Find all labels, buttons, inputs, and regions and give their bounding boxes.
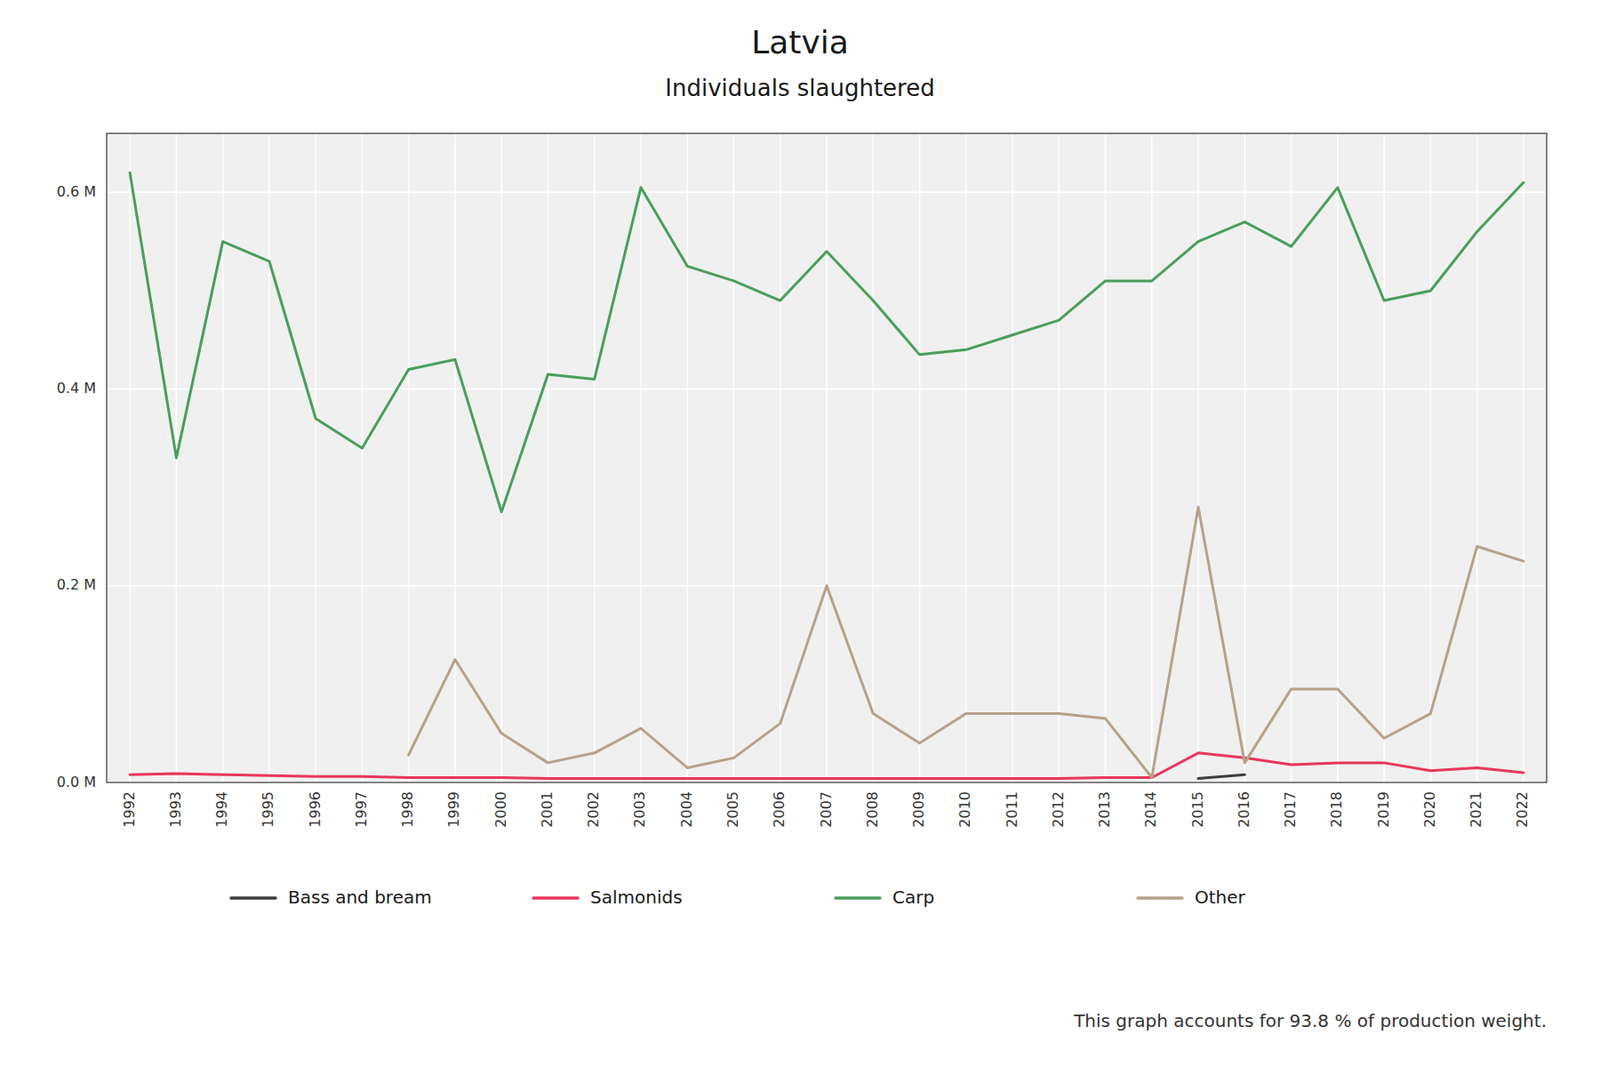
x-tick-label: 2019 xyxy=(1375,791,1392,828)
x-tick-label: 2012 xyxy=(1049,791,1067,828)
grid-line-x xyxy=(500,133,503,783)
x-tick-label: 2003 xyxy=(631,791,648,828)
background xyxy=(0,0,1600,1067)
x-tick-label: 1994 xyxy=(213,791,231,828)
grid-line-x xyxy=(1383,133,1385,783)
grid-line-x xyxy=(1058,133,1061,783)
grid-line-x xyxy=(268,133,271,783)
grid-line-x xyxy=(314,133,317,783)
grid-line-x xyxy=(593,133,596,783)
x-tick-label: 2020 xyxy=(1421,791,1439,828)
grid-line-x xyxy=(686,133,688,783)
x-tick-label: 2004 xyxy=(678,791,696,828)
grid-line-x xyxy=(408,133,410,783)
series-line xyxy=(129,172,1524,512)
title: Latvia xyxy=(751,24,849,61)
plot-frame xyxy=(106,133,1547,783)
x-tick-label: 1998 xyxy=(399,791,416,828)
legend-label: Bass and bream xyxy=(288,886,432,908)
x-tick-label: 2010 xyxy=(956,791,974,828)
x-tick-label: 2001 xyxy=(538,791,556,828)
y-tick-label: 0.0 M xyxy=(56,773,96,791)
x-tick-label: 2014 xyxy=(1142,791,1160,828)
series-line xyxy=(408,506,1524,777)
x-tick-label: 2000 xyxy=(492,791,510,828)
grid-line-x xyxy=(640,133,642,783)
footer: This graph accounts for 93.8 % of produc… xyxy=(1072,1009,1547,1032)
grid-line-x xyxy=(872,133,875,783)
grid-line-x xyxy=(1011,133,1014,783)
legend: Bass and bream Salmonids Carp Other xyxy=(231,886,1247,908)
x-tick-label: 2002 xyxy=(584,791,602,828)
grid-line-x xyxy=(1336,133,1339,783)
x-tick-label: 2015 xyxy=(1189,791,1207,828)
grid-line-x xyxy=(733,133,736,783)
x-tick-label: 2016 xyxy=(1235,791,1253,828)
y-tick-label: 0.6 M xyxy=(56,183,96,200)
legend-swatch xyxy=(835,896,880,900)
x-tick-label: 1997 xyxy=(352,791,370,828)
plot-area xyxy=(106,133,1547,783)
grid-line-x xyxy=(919,133,921,783)
grid-line-x xyxy=(1151,133,1153,783)
grid-line-x xyxy=(222,133,224,783)
x-tick-label: 2011 xyxy=(1003,791,1021,828)
grid-line-x xyxy=(1522,133,1525,783)
grid xyxy=(106,133,1547,783)
series-line xyxy=(129,752,1524,779)
ticks: 0.0 M 0.2 M 0.4 M 0.6 M 1992 1993 1994 1995 1996… xyxy=(56,183,1532,828)
x-tick-label: 1996 xyxy=(306,791,324,828)
legend-swatch xyxy=(1137,896,1183,900)
lines xyxy=(129,172,1524,778)
x-tick-label: 1992 xyxy=(120,791,138,828)
legend-label: Carp xyxy=(892,886,935,908)
legend-label: Salmonids xyxy=(590,886,683,908)
grid-line-x xyxy=(825,133,828,783)
grid-line-x xyxy=(454,133,456,783)
grid-line-x xyxy=(965,133,968,783)
x-tick-label: 2007 xyxy=(817,791,835,828)
grid-line-x xyxy=(1290,133,1293,783)
series-line xyxy=(1198,774,1245,778)
grid-line-x xyxy=(779,133,782,783)
legend-swatch xyxy=(533,896,578,900)
x-tick-label: 2018 xyxy=(1328,791,1345,828)
subtitle: Individuals slaughtered xyxy=(664,74,935,102)
legend-label: Other xyxy=(1194,886,1247,908)
grid-line-x xyxy=(547,133,550,783)
grid-line-x xyxy=(361,133,364,783)
x-tick-label: 2021 xyxy=(1467,791,1485,828)
grid-line-x xyxy=(1430,133,1432,783)
x-tick-label: 2009 xyxy=(910,791,928,828)
grid-line-x xyxy=(1197,133,1200,783)
grid-line-x xyxy=(1104,133,1107,783)
x-tick-label: 2017 xyxy=(1281,791,1299,828)
x-tick-label: 2006 xyxy=(770,791,788,828)
legend-swatch xyxy=(231,896,276,900)
x-tick-label: 2005 xyxy=(724,791,742,828)
x-tick-label: 2022 xyxy=(1513,791,1531,828)
chart: LatviaIndividuals slaughtered0.0 M0.2 M0… xyxy=(0,0,1600,1067)
x-tick-label: 1999 xyxy=(445,791,463,828)
y-tick-label: 0.2 M xyxy=(56,576,96,593)
x-tick-label: 1993 xyxy=(167,791,184,828)
x-tick-label: 2008 xyxy=(864,791,881,828)
grid-line-x xyxy=(128,133,131,783)
x-tick-label: 1995 xyxy=(259,791,277,828)
grid-line-x xyxy=(1244,133,1247,783)
x-tick-label: 2013 xyxy=(1096,791,1113,828)
y-tick-label: 0.4 M xyxy=(56,379,96,397)
